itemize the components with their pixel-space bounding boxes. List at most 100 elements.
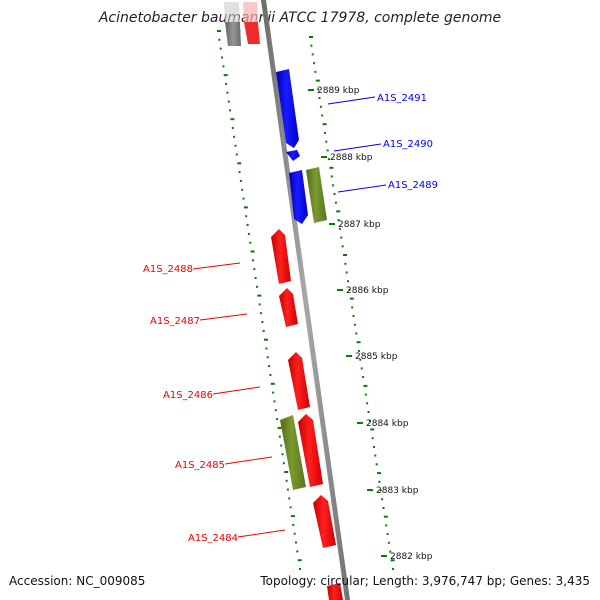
gc-dot-left	[282, 462, 285, 465]
kbp-tick-label: 2889 kbp	[317, 86, 360, 96]
faded-feature-grey	[225, 22, 241, 46]
label-a1s-2485[interactable]: A1S_2485	[175, 460, 225, 471]
label-a1s-2486[interactable]: A1S_2486	[163, 390, 213, 401]
gc-dot-right	[356, 341, 361, 344]
gc-dot-right	[309, 36, 313, 38]
label-a1s-2488[interactable]: A1S_2488	[143, 264, 193, 275]
gc-dot-right	[364, 393, 367, 396]
feature-green-lower	[280, 415, 306, 490]
gc-dot-left	[286, 488, 289, 491]
label-a1s-2487[interactable]: A1S_2487	[150, 316, 200, 327]
gc-dot-right	[386, 533, 389, 536]
gc-dot-left	[288, 497, 291, 500]
gc-dot-right	[359, 358, 362, 361]
gc-dot-left	[233, 135, 236, 138]
gc-dot-left	[218, 38, 221, 41]
gc-dot-right	[362, 376, 365, 379]
gene-arrow-a1s-2489[interactable]	[289, 170, 308, 224]
gene-arrow-a1s-2488[interactable]	[271, 229, 291, 284]
gc-dot-right	[348, 288, 351, 291]
gc-dot-left	[266, 356, 269, 359]
gene-arrow-a1s-2484[interactable]	[313, 495, 336, 548]
gc-dot-right	[392, 568, 394, 570]
gc-dot-left	[296, 550, 299, 553]
map-title: Acinetobacter baumannii ATCC 17978, comp…	[98, 10, 502, 26]
gene-labels: A1S_2491 A1S_2490 A1S_2489 A1S_2488 A1S_…	[143, 93, 438, 544]
gc-dot-right	[349, 297, 354, 300]
gc-dot-left	[285, 479, 288, 482]
gc-dot-left	[242, 197, 245, 200]
gene-arrow-a1s-2487[interactable]	[279, 288, 298, 327]
gc-dot-right	[314, 70, 317, 73]
gc-dot-left	[229, 109, 232, 112]
kbp-tick-label: 2886 kbp	[346, 286, 389, 296]
gc-track-right	[309, 36, 395, 570]
gc-dot-right	[352, 315, 355, 318]
gene-arrow-a1s-2491[interactable]	[276, 69, 299, 148]
gc-dot-left	[270, 382, 275, 385]
feature-green-upper	[306, 167, 327, 223]
gc-dot-left	[280, 444, 283, 447]
gc-dot-right	[367, 411, 370, 413]
gc-dot-right	[351, 306, 354, 309]
leader-a1s-2485	[224, 456, 273, 465]
gc-dot-right	[390, 559, 395, 562]
gc-dot-right	[358, 350, 360, 352]
gc-dot-left	[258, 303, 261, 306]
gene-arrow-a1s-2490[interactable]	[286, 150, 300, 161]
gc-dot-right	[344, 262, 347, 265]
gc-dot-left	[292, 523, 295, 526]
leader-a1s-2489	[337, 184, 387, 193]
gc-dot-left	[217, 30, 221, 32]
gc-dot-right	[326, 149, 329, 152]
gc-dot-left	[262, 329, 265, 332]
gc-dot-left	[253, 268, 256, 271]
label-a1s-2490[interactable]: A1S_2490	[383, 139, 433, 150]
gc-dot-left	[265, 347, 268, 350]
gc-dot-left	[261, 321, 264, 323]
genome-backbone	[261, 0, 350, 600]
gc-dot-right	[330, 175, 333, 178]
leader-a1s-2488	[192, 262, 241, 270]
faded-feature-grey-top	[224, 2, 240, 22]
gc-dot-right	[310, 44, 313, 47]
gc-dot-left	[299, 568, 301, 570]
gc-dot-left	[295, 541, 297, 544]
gc-dot-left	[250, 250, 255, 253]
gc-dot-left	[273, 400, 276, 403]
gc-dot-left	[225, 82, 228, 85]
gc-dot-right	[317, 88, 320, 91]
gc-dot-right	[333, 193, 336, 195]
faded-feature-red	[244, 22, 260, 44]
kbp-tick-label: 2885 kbp	[355, 352, 398, 362]
gc-dot-left	[290, 515, 295, 518]
gc-dot-right	[341, 245, 344, 248]
label-a1s-2484[interactable]: A1S_2484	[188, 533, 238, 544]
gc-dot-right	[360, 367, 363, 370]
kbp-ticks: 2889 kbp 2888 kbp 2887 kbp 2886 kbp 2885 kbp…	[308, 86, 433, 562]
gc-dot-right	[389, 550, 392, 553]
gc-dot-right	[381, 498, 384, 501]
gc-dot-left	[268, 365, 271, 368]
gc-dot-left	[260, 312, 262, 315]
gene-arrow-a1s-2485[interactable]	[298, 414, 323, 487]
gc-dot-right	[343, 254, 347, 256]
gc-dot-left	[243, 206, 248, 209]
kbp-tick-label: 2887 kbp	[338, 220, 381, 230]
gene-arrow-bottom-edge	[327, 583, 343, 600]
kbp-tick-label: 2882 kbp	[390, 552, 433, 562]
gc-dot-right	[322, 123, 327, 126]
leader-a1s-2486	[212, 386, 261, 395]
label-a1s-2491[interactable]: A1S_2491	[377, 93, 427, 104]
gc-dot-right	[328, 158, 330, 161]
gc-dot-right	[378, 480, 381, 483]
gc-dot-right	[363, 384, 368, 387]
gc-dot-right	[321, 114, 324, 117]
label-a1s-2489[interactable]: A1S_2489	[388, 180, 438, 191]
gc-dot-right	[324, 131, 326, 134]
gc-dot-right	[383, 515, 388, 518]
gc-dot-right	[338, 227, 341, 230]
leader-a1s-2491	[327, 96, 376, 105]
gc-dot-right	[370, 428, 375, 431]
gene-arrow-a1s-2486[interactable]	[288, 352, 310, 410]
